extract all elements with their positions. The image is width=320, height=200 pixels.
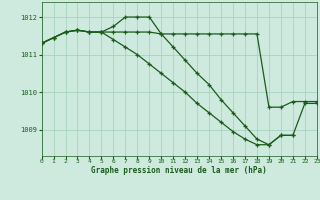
X-axis label: Graphe pression niveau de la mer (hPa): Graphe pression niveau de la mer (hPa) — [91, 166, 267, 175]
